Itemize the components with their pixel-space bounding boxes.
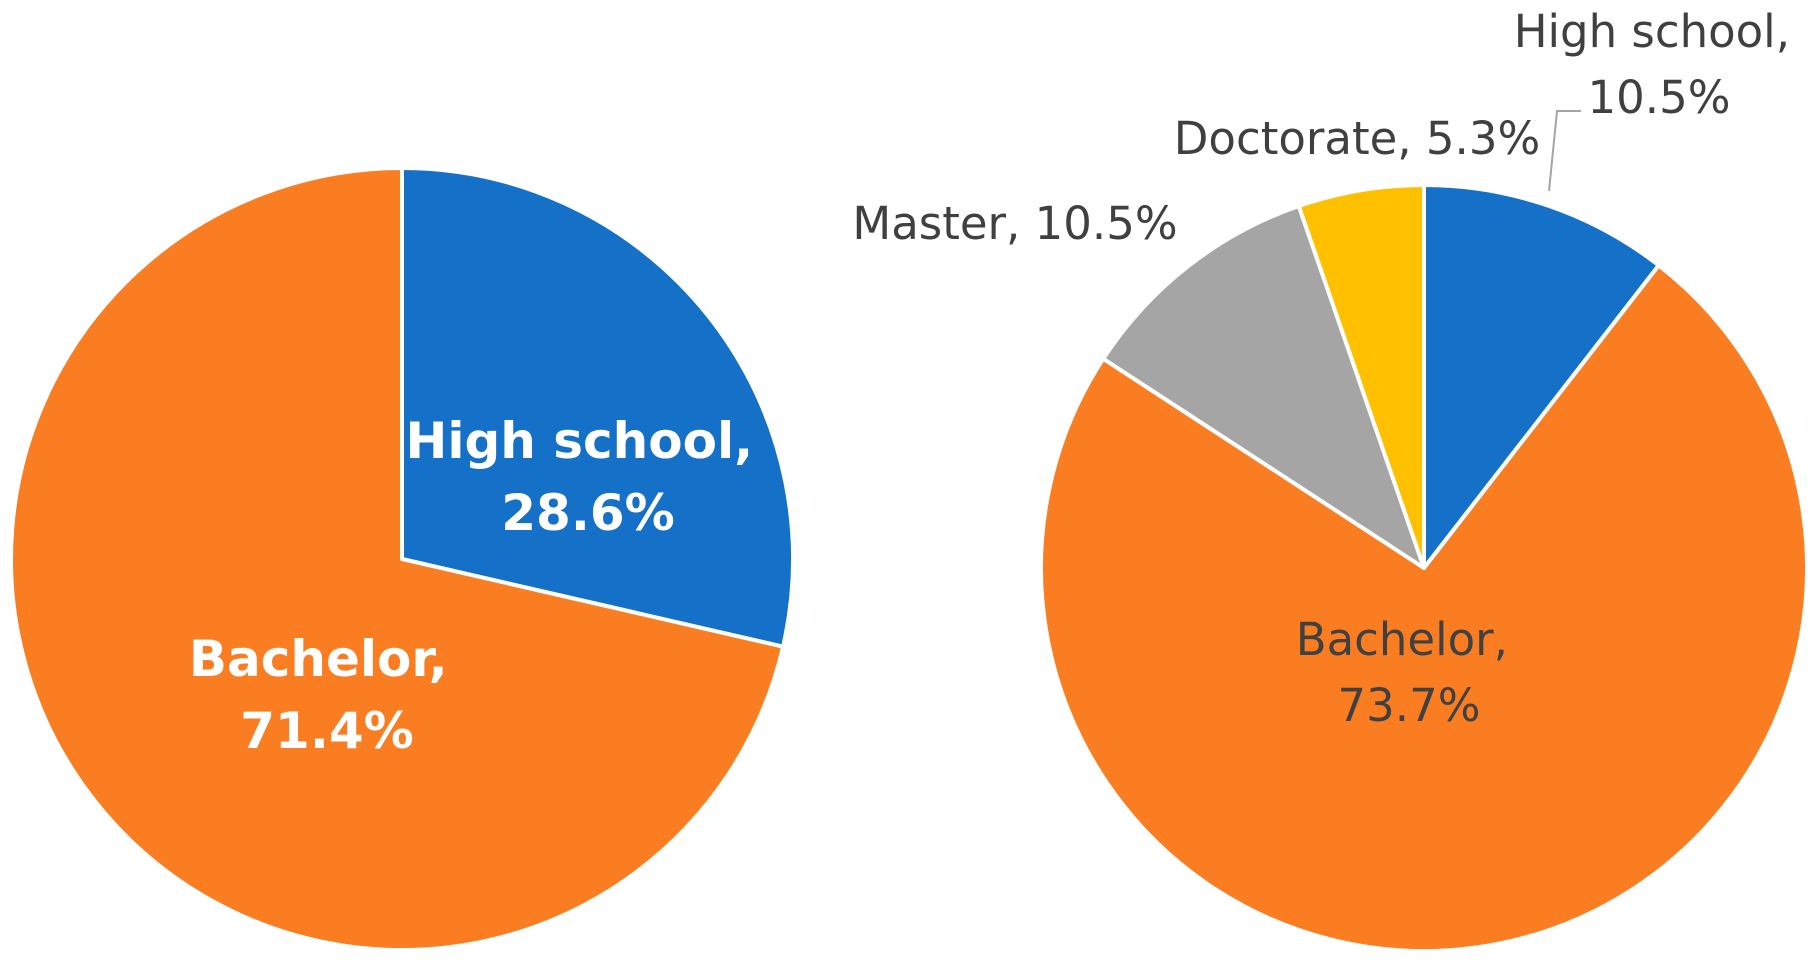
- pie-slice: [400, 166, 795, 649]
- pie-slice: [1422, 183, 1661, 570]
- data-label: High school, 28.6%: [405, 412, 770, 542]
- leader-line: [1548, 110, 1581, 192]
- pie-slice: [9, 166, 786, 952]
- pie-slice: [1039, 263, 1809, 953]
- data-label: Bachelor, 73.7%: [1296, 613, 1523, 732]
- data-label: Bachelor, 71.4%: [189, 630, 465, 760]
- pie-slice: [1101, 204, 1426, 570]
- data-label: Master, 10.5%: [852, 197, 1177, 250]
- pie-slice: [1296, 183, 1426, 570]
- data-label: Doctorate, 5.3%: [1174, 112, 1540, 165]
- data-label: High school, 10.5%: [1514, 5, 1805, 124]
